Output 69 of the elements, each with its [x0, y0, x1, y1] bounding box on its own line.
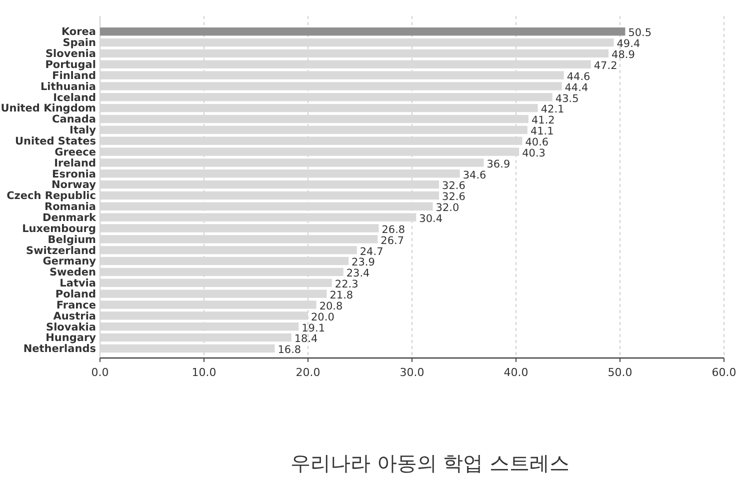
y-tick-label: Canada [52, 114, 96, 126]
x-tick-label: 50.0 [608, 366, 632, 379]
y-tick-label: Esronia [52, 168, 96, 180]
y-tick-label: Czech Republic [6, 190, 96, 202]
y-tick-label: Greece [54, 146, 96, 158]
data-label: 44.6 [566, 70, 591, 83]
data-label: 20.8 [319, 300, 343, 312]
data-label: 41.1 [530, 126, 554, 138]
data-label: 23.9 [352, 256, 375, 269]
data-label: 19.1 [302, 322, 326, 334]
data-label: 26.8 [382, 224, 406, 236]
y-tick-label: Lithuania [40, 80, 96, 93]
data-label: 48.9 [612, 49, 635, 62]
y-tick-label: Austria [53, 310, 96, 322]
y-tick-label: Sweden [50, 266, 96, 279]
y-tick-label: Slovakia [46, 321, 96, 334]
data-label: 21.8 [330, 289, 354, 302]
data-label: 16.8 [278, 344, 302, 356]
y-tick-label: Finland [52, 70, 96, 82]
data-label: 24.7 [360, 246, 384, 258]
data-label: 22.3 [334, 278, 358, 291]
y-tick-label: United States [15, 136, 96, 148]
data-label: 36.9 [486, 158, 510, 170]
data-label: 23.4 [346, 268, 370, 280]
y-tick-label: Latvia [60, 278, 96, 290]
data-label: 32.0 [436, 202, 460, 214]
y-tick-label: Italy [70, 124, 96, 137]
y-tick-label: Slovenia [45, 48, 96, 60]
data-label: 40.3 [522, 147, 546, 160]
data-label: 43.5 [555, 92, 579, 105]
data-label: 26.7 [380, 234, 404, 247]
data-label: 42.1 [540, 104, 564, 116]
y-tick-label: Norway [52, 179, 96, 192]
y-tick-label: Luxembourg [22, 222, 96, 235]
y-tick-label: Korea [61, 26, 96, 38]
data-label: 32.6 [442, 191, 466, 204]
y-tick-label: Iceland [53, 92, 96, 104]
data-label: 40.6 [525, 136, 549, 149]
x-tick-label: 30.0 [400, 366, 424, 379]
x-tick-label: 0.0 [91, 366, 109, 379]
data-label: 20.0 [311, 311, 334, 324]
x-tick-label: 60.0 [712, 366, 736, 379]
data-label: 18.4 [294, 333, 318, 346]
data-label: 34.6 [462, 169, 487, 182]
y-tick-label: Denmark [42, 212, 98, 224]
text: 우리나라 아동의 학업 스트레스 [290, 451, 570, 475]
x-tick-label: 10.0 [192, 366, 216, 379]
data-label: 41.2 [531, 114, 555, 127]
data-label: 50.5 [628, 27, 652, 40]
bar [100, 27, 626, 36]
data-label: 30.4 [419, 212, 443, 225]
y-tick-label: Switzerland [26, 244, 96, 257]
y-tick-label: Portugal [45, 59, 96, 72]
y-tick-label: Germany [42, 256, 96, 268]
data-label: 47.2 [594, 60, 618, 72]
y-tick-label: Hungary [46, 332, 96, 344]
data-label: 49.4 [616, 38, 640, 50]
y-tick-label: Spain [62, 37, 96, 50]
y-tick-label: Netherlands [23, 343, 96, 356]
data-label: 32.6 [442, 180, 466, 192]
y-tick-label: France [56, 299, 96, 312]
y-tick-label: Belgium [48, 234, 96, 246]
x-tick-label: 40.0 [504, 366, 528, 379]
y-tick-label: Poland [55, 288, 96, 300]
y-tick-label: Ireland [54, 157, 96, 170]
x-tick-label: 20.0 [296, 366, 320, 379]
y-tick-label: Romania [44, 201, 96, 214]
data-label: 44.4 [564, 82, 588, 94]
y-tick-label: United Kingdom [0, 102, 96, 115]
